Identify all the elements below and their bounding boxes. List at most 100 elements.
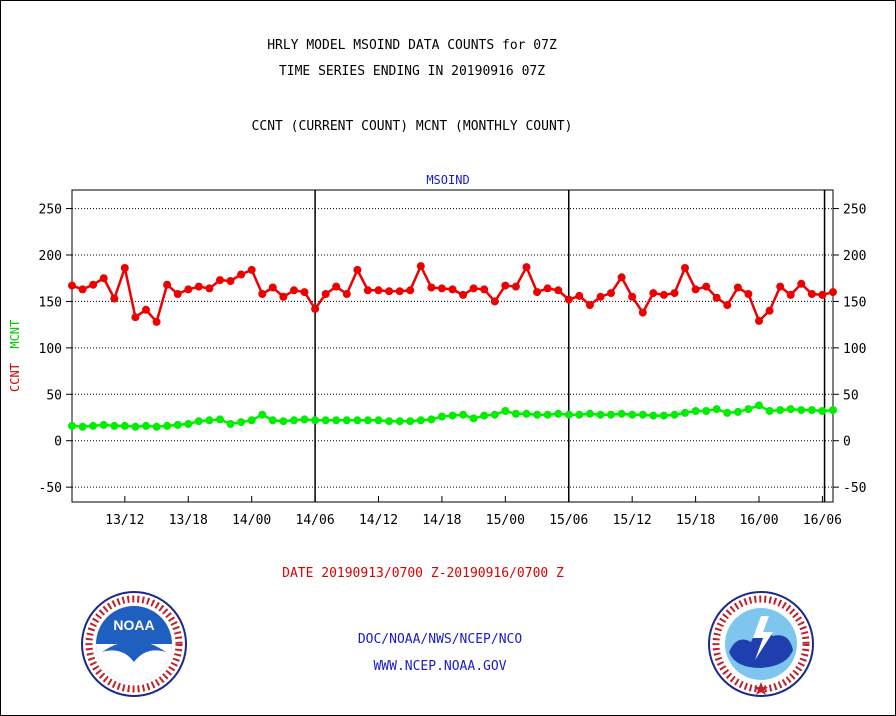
agency-credit: DOC/NOAA/NWS/NCEP/NCO: [357, 632, 523, 647]
data-point-ccnt: [99, 274, 108, 283]
data-point-ccnt: [247, 265, 256, 274]
y-tick-label-right: -50: [843, 481, 866, 496]
x-tick-label: 14/06: [296, 513, 335, 528]
plot-area: [71, 189, 834, 503]
y-tick-label: 150: [39, 295, 62, 310]
data-point-ccnt: [258, 290, 267, 298]
data-point-ccnt: [321, 290, 330, 298]
data-point-ccnt: [723, 301, 732, 310]
data-point-mcnt: [311, 416, 320, 425]
data-point-ccnt: [797, 279, 806, 288]
data-point-ccnt: [733, 283, 742, 292]
data-point-mcnt: [511, 409, 520, 418]
data-point-mcnt: [395, 417, 404, 426]
y-tick-label-right: 50: [843, 388, 859, 403]
data-point-mcnt: [649, 411, 658, 420]
data-point-ccnt: [638, 308, 647, 317]
x-tick-label: 13/12: [105, 513, 144, 528]
data-point-ccnt: [607, 289, 615, 298]
y-tick-label-right: 200: [843, 249, 866, 264]
data-point-mcnt: [247, 416, 256, 425]
data-point-ccnt: [152, 317, 161, 326]
data-point-mcnt: [712, 405, 721, 414]
x-tick-label: 13/18: [169, 513, 208, 528]
data-point-ccnt: [110, 294, 119, 303]
x-tick-label: 14/00: [232, 513, 271, 528]
data-point-mcnt: [501, 407, 510, 415]
data-point-ccnt: [184, 285, 193, 294]
data-point-mcnt: [205, 416, 214, 425]
x-tick-label: 16/06: [803, 513, 842, 528]
data-point-mcnt: [744, 405, 753, 414]
data-point-ccnt: [194, 282, 203, 291]
data-point-ccnt: [68, 281, 76, 290]
data-point-mcnt: [522, 409, 531, 418]
data-point-ccnt: [363, 286, 372, 295]
x-tick-label: 14/18: [422, 513, 461, 528]
data-point-ccnt: [744, 290, 753, 298]
data-point-ccnt: [617, 273, 626, 282]
data-point-ccnt: [416, 262, 425, 271]
chart-title-line-1: HRLY MODEL MSOIND DATA COUNTS for 07Z: [267, 38, 557, 53]
data-point-mcnt: [68, 421, 76, 430]
data-point-ccnt: [807, 290, 816, 298]
data-point-mcnt: [163, 421, 172, 430]
data-point-mcnt: [120, 421, 129, 430]
data-point-mcnt: [226, 420, 235, 428]
chart-title-line-2: TIME SERIES ENDING IN 20190916 07Z: [278, 64, 546, 79]
data-point-ccnt: [205, 284, 214, 293]
data-point-mcnt: [533, 410, 542, 419]
data-point-ccnt: [385, 287, 394, 296]
data-point-mcnt: [142, 421, 150, 430]
data-point-ccnt: [522, 263, 531, 272]
data-point-mcnt: [733, 407, 742, 416]
data-point-mcnt: [607, 410, 615, 419]
x-tick-label: 15/18: [676, 513, 715, 528]
data-point-mcnt: [448, 411, 457, 420]
data-point-ccnt: [173, 290, 182, 298]
y-tick-label: 200: [39, 249, 62, 264]
nws-logo: [708, 591, 814, 697]
data-point-mcnt: [575, 410, 584, 419]
data-point-ccnt: [511, 282, 520, 291]
data-point-ccnt: [237, 270, 246, 279]
data-point-ccnt: [142, 305, 150, 314]
data-point-mcnt: [723, 408, 732, 417]
y-tick-label-right: 250: [843, 203, 866, 218]
data-point-ccnt: [279, 292, 288, 301]
data-point-mcnt: [807, 406, 816, 415]
noaa-logo: NOAA: [81, 591, 187, 697]
data-point-ccnt: [533, 288, 542, 297]
data-point-mcnt: [765, 407, 774, 415]
data-point-ccnt: [290, 286, 298, 295]
data-point-mcnt: [385, 417, 394, 426]
data-point-mcnt: [786, 405, 795, 414]
svg-text:NOAA: NOAA: [113, 617, 154, 633]
y-tick-label: 50: [46, 388, 62, 403]
chart-title-line-3: CCNT (CURRENT COUNT) MCNT (MONTHLY COUNT…: [251, 119, 573, 134]
data-point-ccnt: [596, 292, 605, 301]
data-point-mcnt: [554, 409, 563, 418]
data-point-ccnt: [490, 297, 499, 306]
data-point-mcnt: [321, 416, 330, 425]
x-tick-label: 15/06: [549, 513, 588, 528]
data-point-mcnt: [332, 416, 341, 425]
station-label: MSOIND: [426, 173, 470, 187]
data-point-ccnt: [469, 284, 478, 293]
data-point-ccnt: [163, 280, 172, 289]
website-url: WWW.NCEP.NOAA.GOV: [373, 659, 507, 674]
data-point-mcnt: [829, 406, 837, 415]
data-point-ccnt: [216, 276, 224, 285]
data-point-ccnt: [670, 289, 679, 298]
data-point-ccnt: [332, 282, 341, 291]
data-point-ccnt: [564, 295, 573, 304]
data-point-mcnt: [437, 412, 446, 421]
data-point-ccnt: [776, 282, 785, 291]
data-point-mcnt: [353, 416, 362, 425]
data-point-mcnt: [596, 410, 605, 419]
data-point-ccnt: [649, 289, 658, 298]
data-point-mcnt: [110, 421, 119, 430]
data-point-mcnt: [363, 416, 372, 425]
data-point-ccnt: [765, 306, 774, 315]
